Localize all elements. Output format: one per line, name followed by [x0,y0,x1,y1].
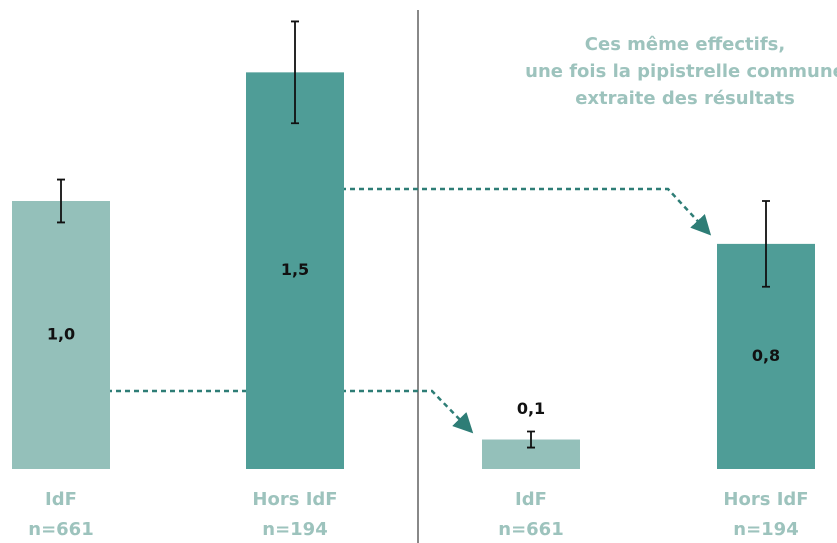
sample-size: n=661 [28,519,93,540]
error-bar [527,430,535,449]
sample-size: n=661 [498,519,563,540]
error-bar [291,20,299,125]
sample-size: n=194 [262,519,327,540]
x-tick-label: Hors IdF [252,489,337,510]
x-tick-label: IdF [45,489,77,510]
bar [246,72,344,470]
value-label: 0,8 [752,346,780,365]
annotation: Ces même effectifs, [585,34,785,55]
error-bar [57,178,65,224]
arrow [296,187,712,236]
arrow [62,389,474,434]
value-label: 1,0 [47,325,75,344]
annotation: extraite des résultats [575,88,795,109]
value-label: 0,1 [517,399,545,418]
annotation: une fois la pipistrelle commune [525,61,837,82]
value-label: 1,5 [281,260,309,279]
x-tick-label: Hors IdF [723,489,808,510]
x-tick-label: IdF [515,489,547,510]
sample-size: n=194 [733,519,798,540]
error-bar [762,200,770,288]
bar [12,201,110,469]
